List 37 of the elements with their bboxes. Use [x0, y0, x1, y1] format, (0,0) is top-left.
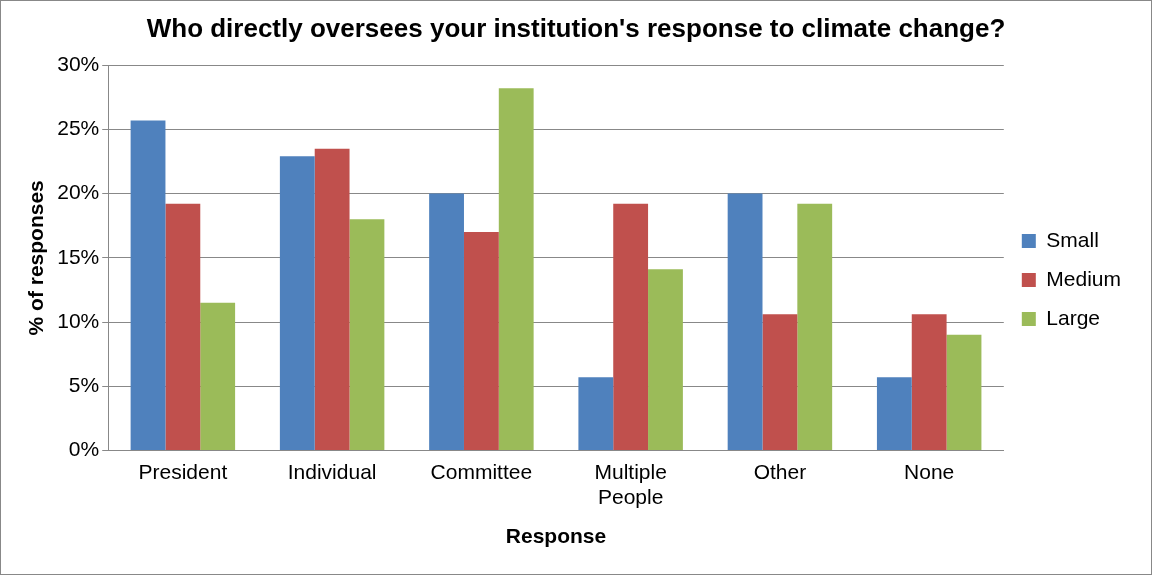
y-tick-label: 5% — [68, 373, 100, 396]
x-tick-label: None — [904, 459, 955, 483]
bar — [911, 314, 947, 450]
bar — [762, 314, 798, 450]
bar — [498, 88, 534, 450]
y-tick-label: 15% — [57, 244, 100, 268]
bar — [200, 302, 236, 450]
x-axis-title: Response — [505, 524, 607, 548]
bar — [946, 334, 982, 450]
chart-title: Who directly oversees your institution's response to climate change? — [146, 12, 1006, 43]
bar — [130, 120, 166, 450]
y-tick-label: 20% — [57, 180, 100, 204]
bar — [613, 203, 649, 450]
x-tick-label: Individual — [287, 459, 377, 483]
bar — [463, 232, 499, 450]
bar — [429, 193, 464, 450]
y-axis-title: % of responses — [24, 180, 48, 336]
bar — [648, 269, 683, 450]
x-tick-label: President — [138, 459, 228, 483]
bar — [578, 377, 614, 450]
y-tick-label: 0% — [68, 437, 100, 461]
legend-label: Large — [1046, 305, 1101, 329]
bar — [727, 193, 763, 450]
legend-label: Small — [1046, 227, 1099, 251]
bar — [279, 156, 315, 450]
x-tick-label: Committee — [430, 459, 533, 483]
bar — [314, 148, 350, 450]
y-tick-label: 10% — [57, 308, 100, 332]
bar — [349, 219, 385, 450]
bar — [797, 203, 833, 450]
legend-label: Medium — [1046, 266, 1122, 290]
y-tick-label: 25% — [57, 116, 100, 140]
bar — [165, 203, 201, 450]
x-tick-label: Other — [753, 459, 807, 483]
bar — [876, 377, 912, 450]
x-tick-label: Multiple People — [594, 459, 667, 508]
y-tick-label: 30% — [57, 52, 100, 75]
